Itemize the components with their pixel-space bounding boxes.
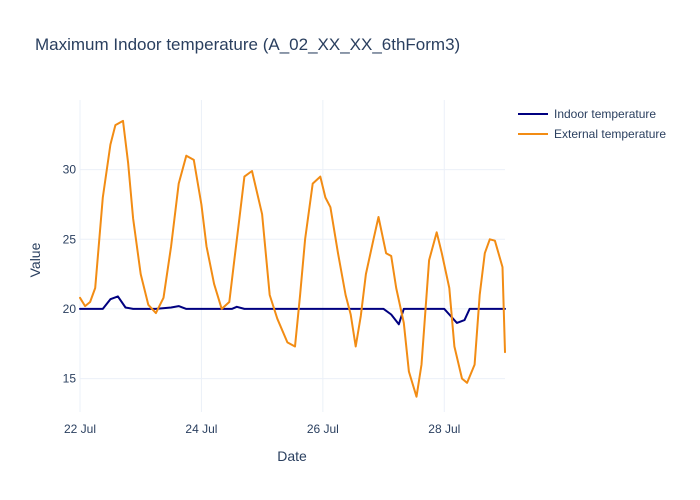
legend: Indoor temperature External temperature xyxy=(518,107,666,141)
external-temperature-line xyxy=(79,119,506,398)
x-tick-label: 24 Jul xyxy=(185,422,217,436)
legend-label: Indoor temperature xyxy=(554,107,656,121)
y-tick-label: 20 xyxy=(63,302,77,316)
legend-item[interactable]: Indoor temperature xyxy=(518,107,656,121)
grid-layer xyxy=(79,100,505,412)
x-tick-label: 28 Jul xyxy=(428,422,460,436)
x-axis-title: Date xyxy=(277,448,307,464)
y-tick-label: 15 xyxy=(63,372,77,386)
chart-title: Maximum Indoor temperature (A_02_XX_XX_6… xyxy=(35,35,460,54)
x-tick-label: 22 Jul xyxy=(64,422,96,436)
y-tick-label: 30 xyxy=(63,163,77,177)
tick-layer: 15 20 25 30 22 Jul 24 Jul 26 Jul 28 Jul xyxy=(63,163,461,436)
indoor-temperature-line xyxy=(79,295,506,326)
y-axis-title: Value xyxy=(27,242,43,277)
legend-item[interactable]: External temperature xyxy=(518,127,666,141)
legend-label: External temperature xyxy=(554,127,666,141)
x-tick-label: 26 Jul xyxy=(307,422,339,436)
series-layer xyxy=(79,119,506,398)
y-tick-label: 25 xyxy=(63,232,77,246)
